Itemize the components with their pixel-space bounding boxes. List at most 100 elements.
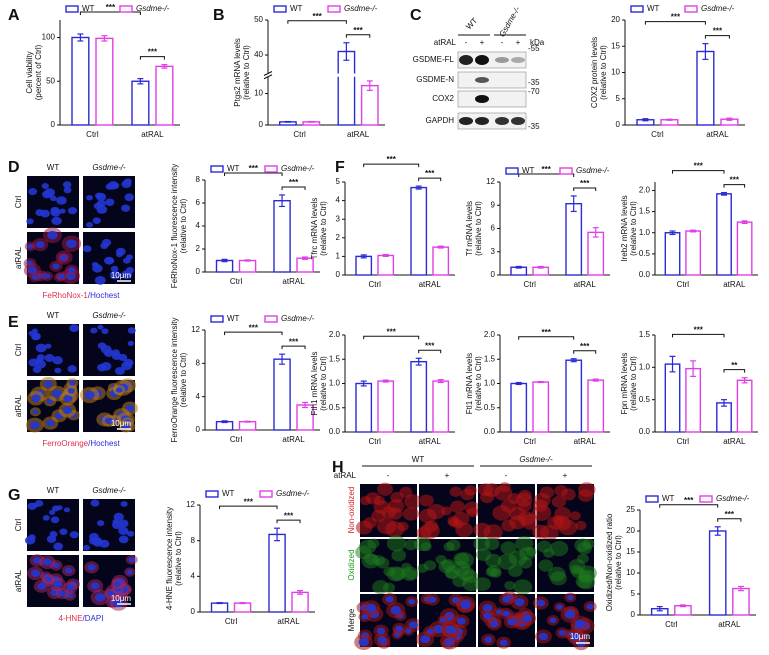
cell-body xyxy=(377,482,394,496)
significance-label: *** xyxy=(249,323,259,332)
bar xyxy=(532,381,550,433)
marker-label: -70 xyxy=(528,87,540,96)
nucleus xyxy=(549,617,557,624)
nucleus xyxy=(69,380,76,386)
unit-label: kDa xyxy=(530,38,545,47)
nucleus xyxy=(128,557,136,563)
sign-label: + xyxy=(516,38,521,47)
x-tick-label: atRAL xyxy=(718,620,741,629)
y-tick-label: 4 xyxy=(196,221,201,230)
cell-body xyxy=(509,506,526,521)
group-label: WT xyxy=(412,455,425,464)
y-tick-label: 4 xyxy=(196,392,201,401)
x-tick-label: atRAL xyxy=(282,435,305,444)
nucleus xyxy=(574,619,586,629)
y-axis-label: FeRhoNox-1 fluorescence intensity xyxy=(170,164,179,289)
legend-label: WT xyxy=(662,494,675,503)
nucleus xyxy=(45,419,55,427)
bar xyxy=(432,246,450,276)
nucleus xyxy=(58,273,65,279)
nucleus xyxy=(121,361,133,371)
y-axis-label: (relative to Ctrl) xyxy=(319,201,328,256)
nucleus xyxy=(118,526,129,535)
nucleus xyxy=(114,366,125,375)
cell-body xyxy=(497,553,518,570)
nucleus xyxy=(59,528,68,536)
significance-label: *** xyxy=(289,337,299,346)
nucleus xyxy=(68,267,76,273)
cell-body xyxy=(449,486,462,497)
micrograph xyxy=(533,592,597,651)
nucleus xyxy=(120,501,128,507)
y-tick-label: 1.0 xyxy=(329,379,341,388)
nucleus xyxy=(32,409,39,415)
nucleus xyxy=(63,186,72,194)
nucleus xyxy=(63,394,73,403)
nucleus xyxy=(507,618,516,626)
significance-label: *** xyxy=(713,27,723,36)
blot-band xyxy=(475,77,489,83)
y-tick-label: 2.0 xyxy=(639,186,651,195)
nucleus xyxy=(86,221,94,228)
nucleus xyxy=(27,243,34,249)
nucleus xyxy=(67,365,77,373)
x-tick-label: Ctrl xyxy=(651,130,664,139)
y-tick-label: 10 xyxy=(254,89,263,98)
cell-body xyxy=(455,552,475,569)
nucleus xyxy=(127,340,135,347)
x-tick-label: Ctrl xyxy=(677,437,690,446)
significance-label: *** xyxy=(387,155,397,164)
x-tick-label: atRAL xyxy=(282,277,305,286)
bar xyxy=(210,602,229,613)
column-label: Gsdme-/- xyxy=(92,163,126,172)
nucleus xyxy=(107,590,115,597)
nucleus xyxy=(556,604,563,610)
legend-swatch xyxy=(119,5,133,13)
y-tick-label: 0 xyxy=(191,607,196,616)
panel-letter: E xyxy=(8,314,19,331)
nucleus xyxy=(67,388,75,394)
significance-bracket xyxy=(287,20,347,24)
scale-label: 10μm xyxy=(111,419,132,428)
panel-letter: D xyxy=(8,159,20,176)
legend-label: Gsdme-/- xyxy=(716,494,750,503)
nucleus xyxy=(65,239,77,248)
cell-body xyxy=(569,511,581,521)
legend-label: WT xyxy=(227,314,240,323)
bar xyxy=(664,232,681,276)
nucleus xyxy=(385,595,394,603)
nucleus xyxy=(30,569,41,578)
stain-label: 4-HNE/DAPI xyxy=(59,614,104,623)
significance-label: *** xyxy=(580,342,590,351)
nucleus xyxy=(115,247,126,256)
micrograph xyxy=(24,499,79,551)
genotype-label: WT xyxy=(464,16,479,31)
blot-band xyxy=(475,55,489,65)
nucleus xyxy=(460,599,472,609)
row-label: Ctrl xyxy=(14,519,23,532)
micrograph xyxy=(83,176,135,228)
cell-body xyxy=(446,539,461,552)
y-tick-label: 1.5 xyxy=(639,330,651,339)
y-tick-label: 40 xyxy=(254,50,263,59)
cell-body xyxy=(548,566,566,582)
nucleus xyxy=(126,254,133,260)
y-tick-label: 0.0 xyxy=(639,427,651,436)
nucleus xyxy=(36,354,45,361)
nucleus xyxy=(86,195,93,201)
cell-body xyxy=(492,505,512,521)
y-tick-label: 6 xyxy=(491,224,496,233)
micrograph xyxy=(23,227,82,284)
cell-body xyxy=(367,538,380,549)
panel-letter: B xyxy=(213,7,225,24)
nucleus xyxy=(69,531,79,539)
nucleus xyxy=(121,180,132,189)
cell-body xyxy=(519,546,536,561)
significance-label: ** xyxy=(731,361,738,370)
y-axis-label: 4-HNE fluorescence intensity xyxy=(165,507,174,610)
micrograph xyxy=(27,554,80,607)
y-axis-label: COX2 protein levels xyxy=(590,37,599,108)
column-label: Gsdme-/- xyxy=(92,311,126,320)
legend-label: Gsdme-/- xyxy=(701,4,735,13)
